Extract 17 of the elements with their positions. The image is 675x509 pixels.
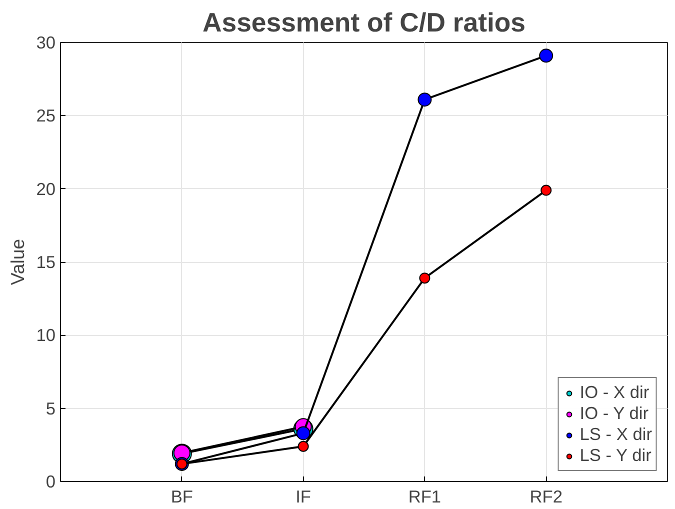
y-tick-label: 5 [46, 398, 56, 418]
legend-label: IO - X dir [580, 382, 650, 403]
x-tick-label: BF [170, 486, 193, 506]
y-tick-label: 15 [36, 252, 56, 272]
legend-label: IO - Y dir [580, 403, 648, 424]
legend-label: LS - X dir [580, 424, 652, 445]
y-tick-label: 20 [36, 178, 56, 199]
x-tick-label: IF [296, 486, 312, 506]
y-tick-label: 25 [36, 106, 56, 126]
y-tick-label: 0 [46, 472, 56, 492]
y-tick-label: 30 [36, 32, 56, 52]
y-tick-label: 10 [36, 325, 56, 346]
chart-title: Assessment of C/D ratios [202, 8, 526, 38]
x-tick-label: RF1 [408, 486, 442, 506]
x-tick-label: RF2 [530, 486, 562, 506]
legend-label: LS - Y dir [580, 445, 652, 466]
y-axis-title: Value [7, 238, 28, 286]
